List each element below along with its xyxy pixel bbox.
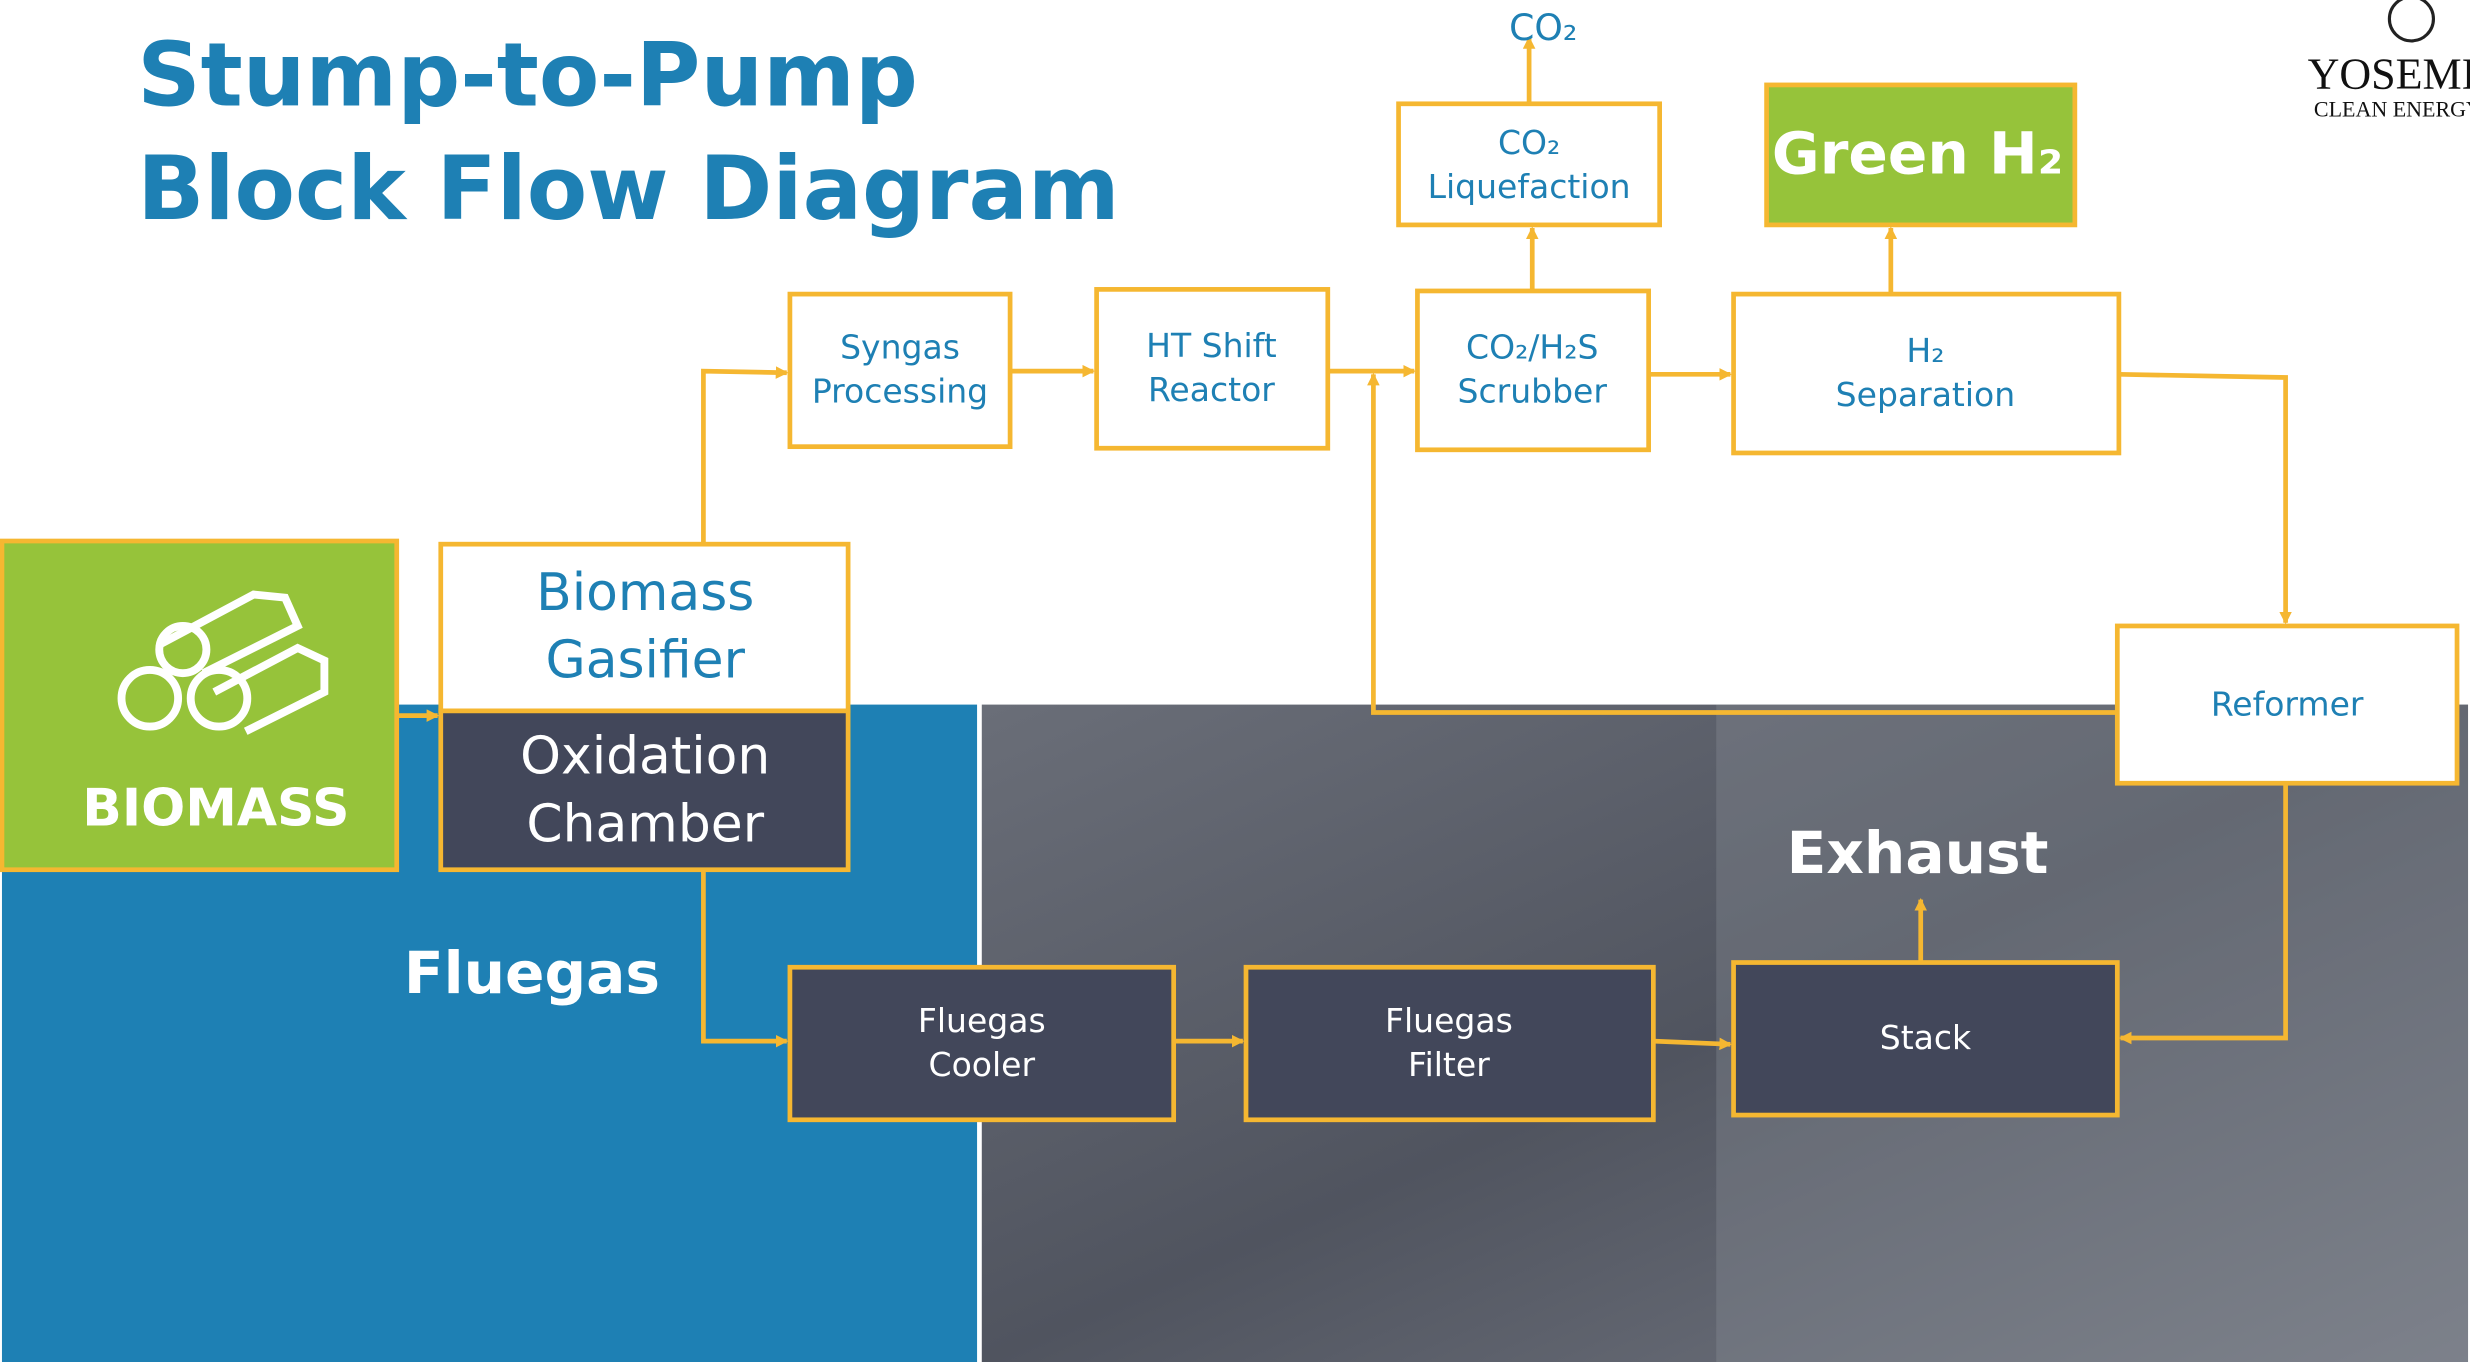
arrow bbox=[703, 371, 786, 544]
h2-separation-box bbox=[1734, 294, 2119, 453]
exhaust-label: Exhaust bbox=[1787, 819, 2049, 887]
node-label: Biomass bbox=[536, 563, 754, 623]
node-label: Reactor bbox=[1148, 370, 1275, 409]
node-label: Cooler bbox=[929, 1045, 1036, 1084]
title: Stump-to-Pump bbox=[137, 24, 918, 127]
liquefaction-box bbox=[1399, 104, 1660, 225]
node-label: Scrubber bbox=[1458, 372, 1608, 411]
title: Block Flow Diagram bbox=[137, 137, 1119, 240]
node-label: Gasifier bbox=[546, 631, 746, 691]
node-label: CO₂ bbox=[1498, 123, 1560, 162]
node-label: Separation bbox=[1836, 375, 2016, 414]
node-label: Fluegas bbox=[918, 1001, 1046, 1040]
logo-tagline: CLEAN ENERGY bbox=[2314, 97, 2470, 122]
node-label: Oxidation bbox=[520, 727, 770, 787]
node-label: Green H₂ bbox=[1772, 119, 2063, 187]
node-label: Stack bbox=[1880, 1018, 1972, 1057]
node-label: Liquefaction bbox=[1428, 167, 1631, 206]
node-label: Fluegas bbox=[1385, 1001, 1513, 1040]
node-label: Chamber bbox=[526, 794, 764, 854]
node-label: BIOMASS bbox=[82, 779, 349, 839]
arrow bbox=[2119, 374, 2286, 622]
node-label: Filter bbox=[1408, 1045, 1490, 1084]
node-label: Processing bbox=[812, 372, 988, 411]
scrubber-box bbox=[1417, 291, 1648, 450]
node-label: CO₂/H₂S bbox=[1466, 328, 1598, 367]
node-label: Syngas bbox=[840, 328, 960, 367]
fluegas-cooler-box bbox=[790, 967, 1174, 1120]
arrow bbox=[1653, 1041, 1730, 1044]
node-label: HT Shift bbox=[1146, 326, 1277, 365]
logo: YOSEMITE CLEAN ENERGY bbox=[2308, 0, 2470, 122]
fluegas-filter-box bbox=[1246, 967, 1653, 1120]
node-label: H₂ bbox=[1906, 331, 1944, 370]
node-label: Reformer bbox=[2211, 685, 2364, 724]
ht-shift-box bbox=[1097, 289, 1328, 448]
co2-output: CO₂ bbox=[1509, 6, 1577, 49]
logo-mark bbox=[2389, 0, 2433, 41]
fluegas-label: Fluegas bbox=[404, 939, 660, 1007]
syngas-box bbox=[790, 294, 1010, 447]
diagram: Stump-to-Pump Block Flow Diagram YOSEMIT… bbox=[0, 0, 2470, 1362]
logo-name: YOSEMITE bbox=[2308, 50, 2470, 99]
